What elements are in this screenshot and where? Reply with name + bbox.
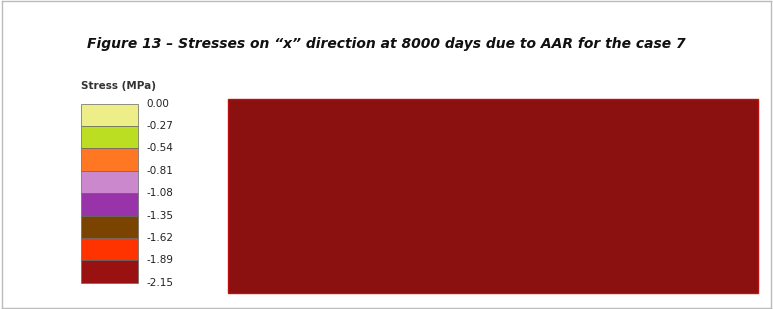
Text: -1.89: -1.89: [147, 256, 174, 265]
Bar: [228, 99, 758, 293]
Text: -0.81: -0.81: [147, 166, 174, 176]
Bar: [81, 238, 138, 260]
Text: -2.15: -2.15: [147, 278, 174, 288]
Bar: [81, 104, 138, 126]
Text: -1.35: -1.35: [147, 211, 174, 221]
Bar: [81, 260, 138, 283]
Text: -0.54: -0.54: [147, 143, 174, 154]
Bar: [81, 216, 138, 238]
Bar: [81, 149, 138, 171]
Bar: [81, 171, 138, 193]
Bar: [81, 126, 138, 149]
Text: -1.62: -1.62: [147, 233, 174, 243]
Text: -1.08: -1.08: [147, 188, 174, 198]
Bar: [81, 193, 138, 216]
Text: -0.27: -0.27: [147, 121, 174, 131]
Text: 0.00: 0.00: [147, 99, 170, 109]
Text: Stress (MPa): Stress (MPa): [81, 81, 156, 91]
Text: Figure 13 – Stresses on “x” direction at 8000 days due to AAR for the case 7: Figure 13 – Stresses on “x” direction at…: [87, 37, 686, 51]
